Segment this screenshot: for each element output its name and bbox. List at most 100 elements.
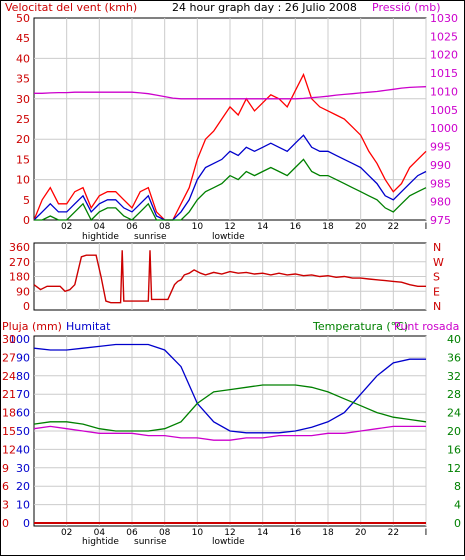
humidity-axis-title: Humitat (66, 320, 111, 333)
x-tick-06: 06 (126, 222, 138, 232)
temperature-tick-20: 20 (447, 425, 461, 438)
pressure-tick-990: 990 (430, 159, 451, 172)
wind-tick-0: 0 (23, 214, 30, 227)
rain-tick-6: 6 (2, 480, 9, 493)
compass-W-1: W (433, 256, 444, 269)
temperature-tick-16: 16 (447, 443, 461, 456)
x-tick-12: 12 (224, 528, 235, 538)
humidity-tick-10: 10 (16, 499, 30, 512)
rain-tick-24: 24 (2, 370, 16, 383)
humidity-tick-100: 100 (9, 333, 30, 346)
wind-tick-5: 5 (23, 194, 30, 207)
pressure-tick-995: 995 (430, 141, 451, 154)
x-tick-06: 06 (126, 528, 138, 538)
rain-tick-0: 0 (2, 517, 9, 530)
x-tick-12: 12 (224, 222, 235, 232)
wind-tick-30: 30 (16, 93, 30, 106)
series-dewpoint (33, 425, 426, 441)
x-tick-02: 02 (61, 528, 72, 538)
x-tick-14: 14 (257, 528, 269, 538)
direction-tick-180: 180 (9, 271, 30, 284)
x-tick-08: 08 (159, 222, 171, 232)
direction-series (33, 250, 426, 304)
hightide-label: hightide (82, 232, 119, 242)
pressure-ticks: 1030 1025 1020 1015 1010 1005 1000 995 990 985 980… (430, 12, 458, 227)
pressure-tick-1010: 1010 (430, 85, 458, 98)
humidity-tick-60: 60 (16, 407, 30, 420)
x-tick-16: 16 (290, 222, 302, 232)
rain-tick-9: 9 (2, 462, 9, 475)
series-temperature (33, 384, 427, 432)
x-tick-08: 08 (159, 528, 171, 538)
humidity-tick-40: 40 (16, 443, 30, 456)
humidity-temp-series (33, 343, 427, 524)
pressure-tick-980: 980 (430, 196, 451, 209)
temperature-tick-4: 4 (454, 499, 461, 512)
pressure-tick-1015: 1015 (430, 67, 458, 80)
rain-tick-27: 27 (2, 351, 16, 364)
lowtide-label-bottom: lowtide (212, 537, 245, 547)
humidity-tick-0: 0 (23, 517, 30, 530)
wind-series (33, 72, 427, 222)
sunrise-label: sunrise (134, 232, 167, 242)
rain-tick-12: 12 (2, 443, 16, 456)
wind-axis-title: Velocitat del vent (kmh) (5, 1, 137, 14)
x-tick-22: 22 (388, 222, 399, 232)
x-tick-20: 20 (355, 528, 367, 538)
rain-tick-18: 18 (2, 407, 16, 420)
compass-S-2: S (433, 271, 440, 284)
humidity-x-ticks: 02 04 06 08 10 12 14 16 18 20 22 I (61, 528, 427, 538)
x-tick-02: 02 (61, 222, 72, 232)
temperature-tick-32: 32 (447, 370, 461, 383)
direction-tick-90: 90 (16, 285, 30, 298)
temperature-tick-36: 36 (447, 351, 461, 364)
rain-tick-21: 21 (2, 388, 16, 401)
x-tick-14: 14 (257, 222, 269, 232)
temperature-tick-12: 12 (447, 462, 461, 475)
x-tick-18: 18 (322, 528, 334, 538)
series-min (34, 158, 427, 222)
x-tick-22: 22 (388, 528, 399, 538)
temperature-axis-title: Temperatura (°C) (312, 320, 408, 333)
wind-tick-10: 10 (16, 174, 30, 187)
series-avg (33, 134, 427, 221)
wind-tick-20: 20 (16, 133, 30, 146)
x-tick-I: I (425, 528, 428, 538)
pressure-tick-985: 985 (430, 177, 451, 190)
x-tick-I: I (425, 222, 428, 232)
direction-grid (34, 243, 427, 310)
direction-tick-360: 360 (9, 241, 30, 254)
compass-N-4: N (433, 300, 441, 313)
series-humidity (33, 343, 426, 434)
series-gust (33, 72, 427, 221)
dewpoint-axis-title: Punt rosada (394, 320, 459, 333)
hightide-label-bottom: hightide (82, 537, 119, 547)
humidity-tick-20: 20 (16, 480, 30, 493)
pressure-tick-1020: 1020 (430, 49, 458, 62)
temperature-tick-24: 24 (447, 407, 461, 420)
wind-grid (34, 18, 427, 220)
x-tick-10: 10 (192, 222, 204, 232)
humidity-tick-50: 50 (16, 425, 30, 438)
lowtide-label: lowtide (212, 232, 245, 242)
wind-tick-15: 15 (16, 153, 30, 166)
direction-tick-0: 0 (23, 300, 30, 313)
x-tick-18: 18 (322, 222, 334, 232)
series-pressure (34, 86, 427, 100)
x-tick-16: 16 (290, 528, 302, 538)
wind-tick-40: 40 (16, 52, 30, 65)
series-direction (33, 250, 426, 304)
temperature-tick-8: 8 (454, 480, 461, 493)
humidity-tick-90: 90 (16, 351, 30, 364)
temperature-tick-0: 0 (454, 517, 461, 530)
humidity-tick-80: 80 (16, 370, 30, 383)
wind-tick-50: 50 (16, 12, 30, 25)
sunrise-label-bottom: sunrise (134, 537, 167, 547)
